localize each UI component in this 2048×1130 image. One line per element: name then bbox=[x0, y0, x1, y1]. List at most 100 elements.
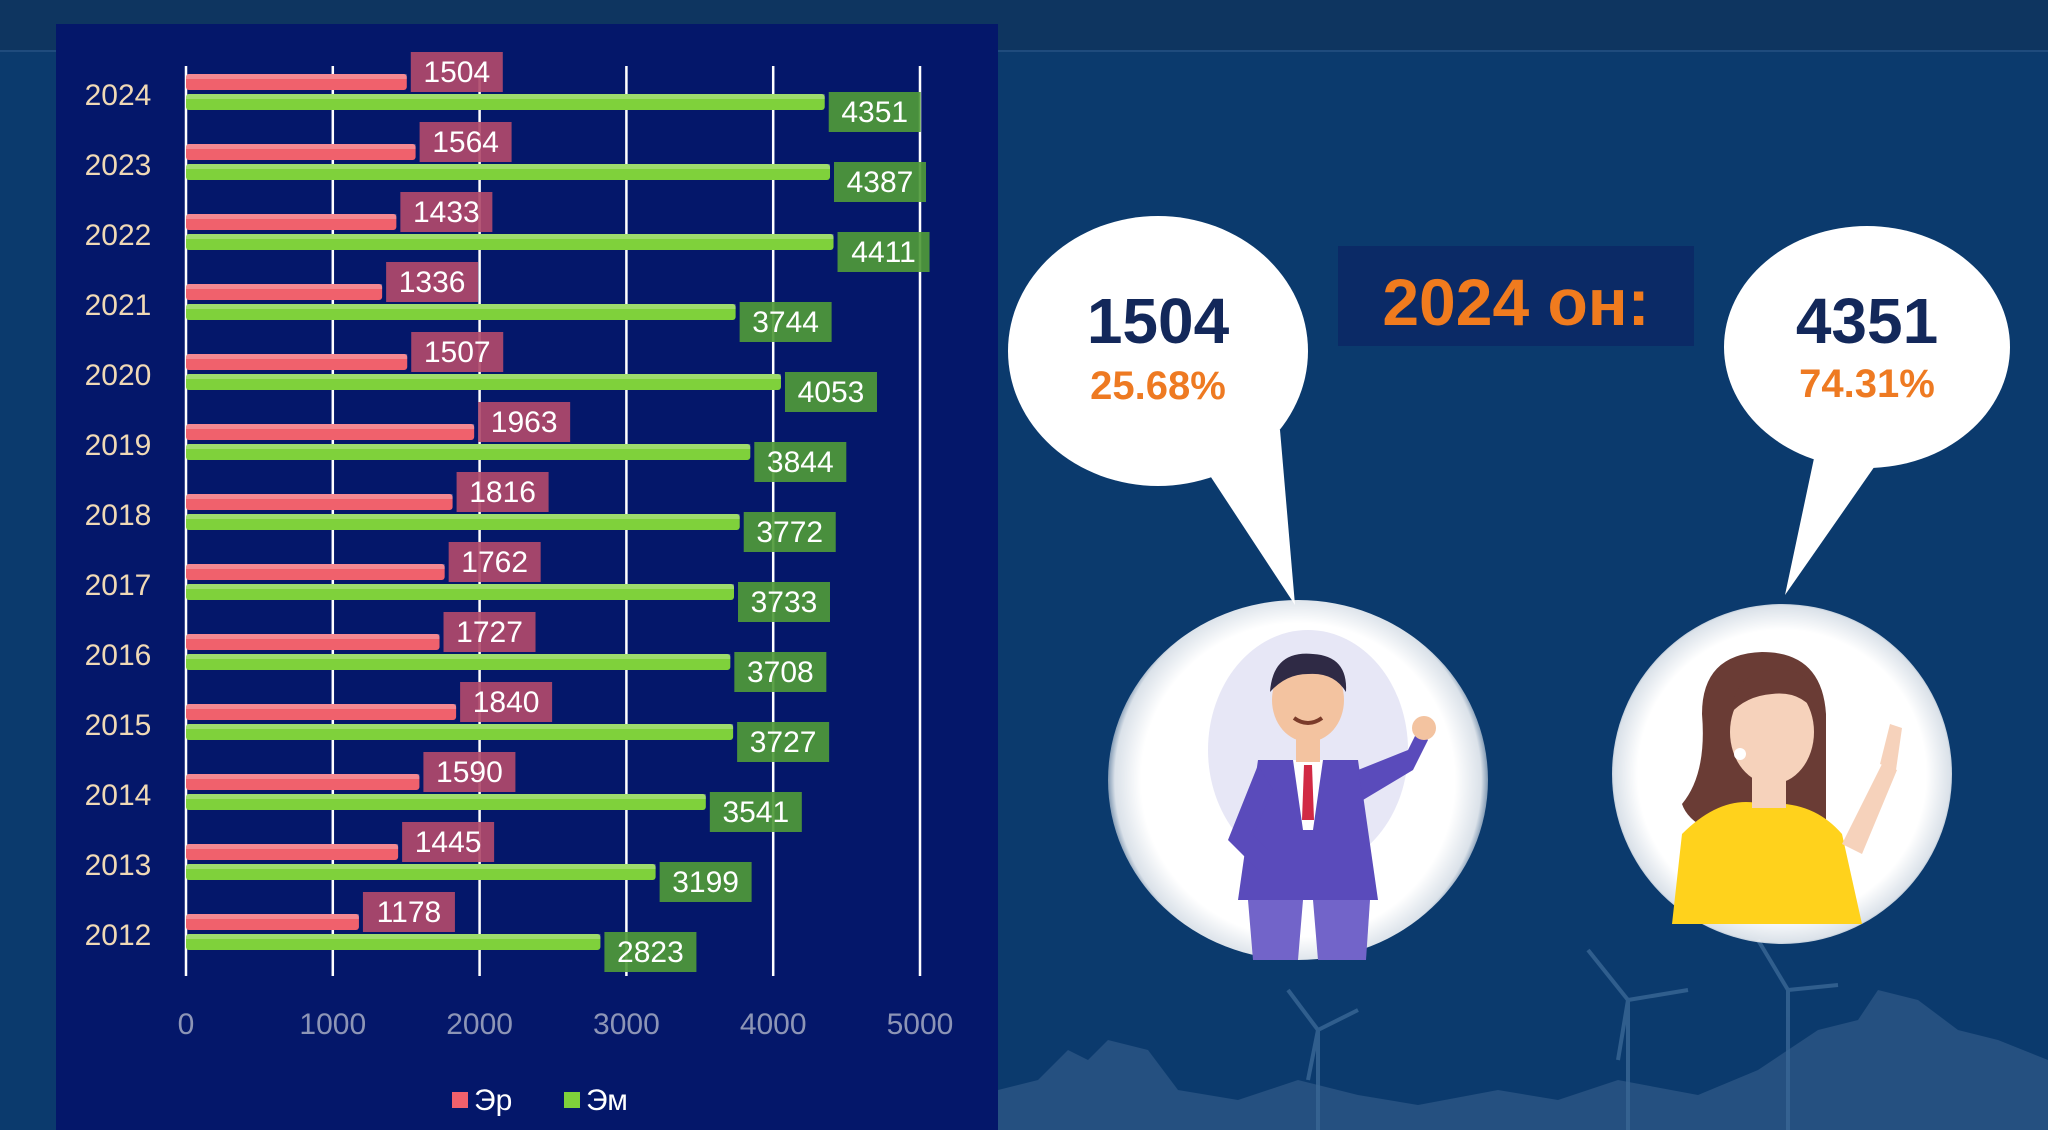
data-label: 1963 bbox=[491, 406, 558, 439]
bar-highlight bbox=[186, 774, 420, 779]
bar-male bbox=[186, 564, 445, 580]
bar-highlight bbox=[186, 94, 825, 99]
data-label: 3199 bbox=[672, 866, 739, 899]
y-tick-label: 2022 bbox=[85, 219, 152, 252]
data-label-box bbox=[410, 52, 503, 92]
data-label-box bbox=[709, 792, 802, 832]
x-tick-label: 2000 bbox=[446, 1008, 513, 1041]
chart-panel: 0 1000 2000 3000 4000 5000 2024 1504 4351 2023 156… bbox=[56, 24, 998, 1130]
data-label: 1433 bbox=[413, 196, 480, 229]
y-tick-label: 2020 bbox=[85, 359, 152, 392]
woman-icon bbox=[1672, 652, 1902, 924]
data-label: 1504 bbox=[423, 56, 490, 89]
x-tick-label: 4000 bbox=[740, 1008, 807, 1041]
legend-label: Эм bbox=[586, 1084, 628, 1117]
bar-female bbox=[186, 164, 831, 180]
landscape-silhouette bbox=[998, 938, 2048, 1130]
data-label: 3727 bbox=[750, 726, 817, 759]
bar-male bbox=[186, 74, 407, 90]
data-label-box bbox=[739, 302, 832, 342]
bar-female bbox=[186, 794, 706, 810]
bar-female bbox=[186, 654, 731, 670]
data-label-box bbox=[828, 92, 921, 132]
data-label-box bbox=[784, 372, 877, 412]
legend-swatch bbox=[564, 1092, 580, 1108]
bar-female bbox=[186, 374, 781, 390]
data-label: 4411 bbox=[851, 236, 916, 269]
bar-male bbox=[186, 214, 397, 230]
bar-highlight bbox=[186, 494, 453, 499]
y-tick-label: 2017 bbox=[85, 569, 152, 602]
bar-female bbox=[186, 234, 834, 250]
female-bubble-tail bbox=[1785, 430, 1900, 595]
businessman-avatar bbox=[1108, 600, 1488, 960]
female-speech-bubble: 4351 74.31% bbox=[1724, 226, 2010, 468]
data-label: 3541 bbox=[722, 796, 789, 829]
bar-highlight bbox=[186, 284, 383, 289]
data-label-box bbox=[743, 512, 836, 552]
data-label-box bbox=[448, 542, 541, 582]
data-label-box bbox=[460, 682, 553, 722]
x-tick-label: 3000 bbox=[593, 1008, 660, 1041]
data-label-box bbox=[834, 162, 927, 202]
data-label-box bbox=[604, 932, 697, 972]
bar-highlight bbox=[186, 634, 440, 639]
bar-highlight bbox=[186, 444, 751, 449]
year-summary-label: 2024 он: bbox=[1382, 265, 1650, 339]
bar-male bbox=[186, 914, 359, 930]
y-tick-label: 2024 bbox=[85, 79, 152, 112]
bar-highlight bbox=[186, 724, 734, 729]
year-summary-box: 2024 он: bbox=[1338, 246, 1694, 346]
bar-female bbox=[186, 864, 656, 880]
male-speech-bubble: 1504 25.68% bbox=[1008, 216, 1308, 486]
bar-female bbox=[186, 934, 601, 950]
data-label: 1507 bbox=[424, 336, 491, 369]
y-tick-label: 2023 bbox=[85, 149, 152, 182]
bar-highlight bbox=[186, 74, 407, 79]
y-tick-label: 2016 bbox=[85, 639, 152, 672]
y-tick-label: 2019 bbox=[85, 429, 152, 462]
y-tick-label: 2013 bbox=[85, 849, 152, 882]
data-label: 1445 bbox=[415, 826, 482, 859]
x-tick-label: 5000 bbox=[887, 1008, 954, 1041]
bar-male bbox=[186, 284, 383, 300]
data-label-box bbox=[754, 442, 847, 482]
bar-highlight bbox=[186, 564, 445, 569]
y-tick-label: 2018 bbox=[85, 499, 152, 532]
data-label: 4387 bbox=[847, 166, 914, 199]
bar-highlight bbox=[186, 354, 408, 359]
bar-female bbox=[186, 514, 740, 530]
bar-female bbox=[186, 584, 735, 600]
bar-female bbox=[186, 724, 734, 740]
bar-highlight bbox=[186, 424, 475, 429]
bar-highlight bbox=[186, 914, 359, 919]
male-percent: 25.68% bbox=[1090, 364, 1226, 408]
bar-highlight bbox=[186, 934, 601, 939]
data-label-box bbox=[411, 332, 504, 372]
female-percent: 74.31% bbox=[1799, 362, 1935, 406]
woman-avatar bbox=[1612, 604, 1952, 944]
bar-highlight bbox=[186, 304, 736, 309]
data-label: 3744 bbox=[752, 306, 819, 339]
data-label-box bbox=[423, 752, 516, 792]
bar-highlight bbox=[186, 164, 831, 169]
bar-highlight bbox=[186, 234, 834, 239]
bar-chart: 0 1000 2000 3000 4000 5000 2024 1504 4351 2023 156… bbox=[85, 52, 954, 1117]
bar-male bbox=[186, 424, 475, 440]
bar-highlight bbox=[186, 864, 656, 869]
data-label: 1816 bbox=[469, 476, 536, 509]
data-label-box bbox=[400, 192, 493, 232]
data-label: 1762 bbox=[461, 546, 528, 579]
data-label-box bbox=[734, 652, 827, 692]
bar-highlight bbox=[186, 584, 735, 589]
y-tick-label: 2012 bbox=[85, 919, 152, 952]
data-label: 1590 bbox=[436, 756, 503, 789]
data-label: 1564 bbox=[432, 126, 499, 159]
data-label-box bbox=[737, 722, 830, 762]
data-label: 3708 bbox=[747, 656, 814, 689]
data-label-box bbox=[837, 232, 930, 272]
data-label-box bbox=[443, 612, 536, 652]
bar-male bbox=[186, 704, 457, 720]
businessman-icon bbox=[1208, 630, 1436, 960]
y-tick-label: 2021 bbox=[85, 289, 152, 322]
